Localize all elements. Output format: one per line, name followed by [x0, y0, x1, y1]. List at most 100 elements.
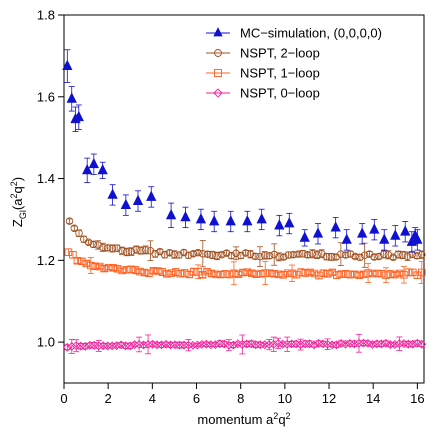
data-point: [413, 271, 422, 279]
data-point: [157, 340, 166, 350]
data-point: [165, 248, 174, 257]
data-point: [99, 243, 107, 252]
data-point: [333, 271, 341, 279]
data-point: [108, 244, 117, 253]
data-point: [149, 267, 158, 275]
data-point: [146, 190, 157, 201]
data-point: [282, 339, 292, 349]
data-point: [70, 224, 79, 233]
data-point: [163, 270, 171, 278]
data-point: [64, 248, 73, 256]
data-point: [270, 250, 278, 259]
data-point: [341, 251, 350, 259]
data-point: [264, 340, 274, 350]
data-point: [350, 339, 359, 349]
data-point: [73, 110, 84, 122]
data-point: [118, 266, 126, 275]
data-point: [188, 340, 198, 350]
data-point: [212, 270, 220, 279]
legend-label: NSPT, 2−loop: [240, 46, 320, 61]
data-point: [140, 268, 149, 277]
data-point: [194, 248, 202, 257]
data-point: [216, 270, 225, 279]
data-point: [417, 339, 427, 349]
y-axis-title-part: ): [10, 177, 25, 181]
data-point: [390, 229, 401, 240]
data-point: [394, 339, 404, 349]
data-point: [394, 250, 402, 259]
data-point: [306, 268, 314, 277]
legend-label: MC−simulation, (0,0,0,0): [240, 26, 382, 41]
data-point: [248, 269, 256, 277]
y-axis-title-part: Z: [10, 219, 25, 227]
data-point: [265, 269, 274, 277]
data-point: [403, 252, 412, 261]
data-point: [261, 269, 269, 277]
data-point: [346, 250, 355, 258]
data-point: [82, 163, 93, 175]
data-point: [354, 338, 364, 348]
x-axis-ticks: 0 2 4 6 8 10 12 14 16: [60, 383, 425, 406]
data-point: [296, 340, 306, 350]
data-point: [357, 227, 368, 238]
data-point: [94, 341, 104, 351]
data-point: [408, 250, 417, 259]
data-point: [246, 250, 255, 259]
data-point: [373, 269, 381, 278]
data-point: [350, 270, 359, 279]
data-point: [292, 270, 301, 279]
data-point: [97, 163, 108, 175]
data-point: [355, 271, 363, 279]
data-point: [221, 270, 229, 278]
y-axis-title-part: (a: [10, 198, 25, 210]
data-point: [274, 270, 283, 279]
data-point: [379, 233, 390, 244]
legend-label: NSPT, 0−loop: [240, 86, 320, 101]
data-point: [341, 270, 350, 278]
data-point: [175, 340, 184, 350]
data-point: [243, 268, 252, 276]
data-point: [170, 250, 179, 259]
data-point: [376, 339, 386, 349]
data-point: [330, 221, 341, 232]
data-point: [241, 249, 250, 257]
data-point: [251, 252, 259, 261]
data-point: [327, 253, 336, 261]
data-point: [66, 92, 77, 103]
x-tick-label: 16: [410, 391, 424, 406]
data-point: [195, 213, 207, 224]
data-point: [67, 341, 77, 351]
data-point: [199, 249, 207, 258]
data-point: [62, 59, 73, 71]
data-point: [214, 49, 222, 57]
data-point: [228, 340, 238, 350]
data-point: [225, 270, 234, 279]
data-point: [185, 270, 193, 279]
data-point: [218, 250, 226, 259]
data-point: [172, 268, 180, 276]
legend: MC−simulation, (0,0,0,0) NSPT, 2−loop NSPT…: [206, 26, 382, 101]
series-layer: [62, 49, 427, 355]
data-point: [400, 225, 411, 236]
data-point: [89, 240, 98, 249]
y-tick-label: 1.2: [37, 253, 55, 268]
data-point: [80, 341, 90, 351]
data-point: [239, 268, 247, 277]
data-point: [107, 341, 117, 351]
data-point: [184, 251, 193, 259]
y-axis-title-part: 2: [9, 194, 19, 199]
data-point: [332, 340, 341, 350]
x-tick-label: 10: [278, 391, 292, 406]
data-point: [230, 269, 238, 278]
data-point: [137, 246, 145, 255]
data-point: [103, 244, 112, 252]
data-point: [337, 270, 346, 278]
x-tick-label: 4: [149, 391, 156, 406]
data-point: [167, 269, 176, 277]
data-point: [386, 270, 395, 278]
data-point: [91, 262, 100, 271]
data-point: [227, 251, 236, 260]
data-point: [375, 252, 383, 261]
data-point: [274, 219, 285, 230]
data-point: [252, 270, 261, 278]
